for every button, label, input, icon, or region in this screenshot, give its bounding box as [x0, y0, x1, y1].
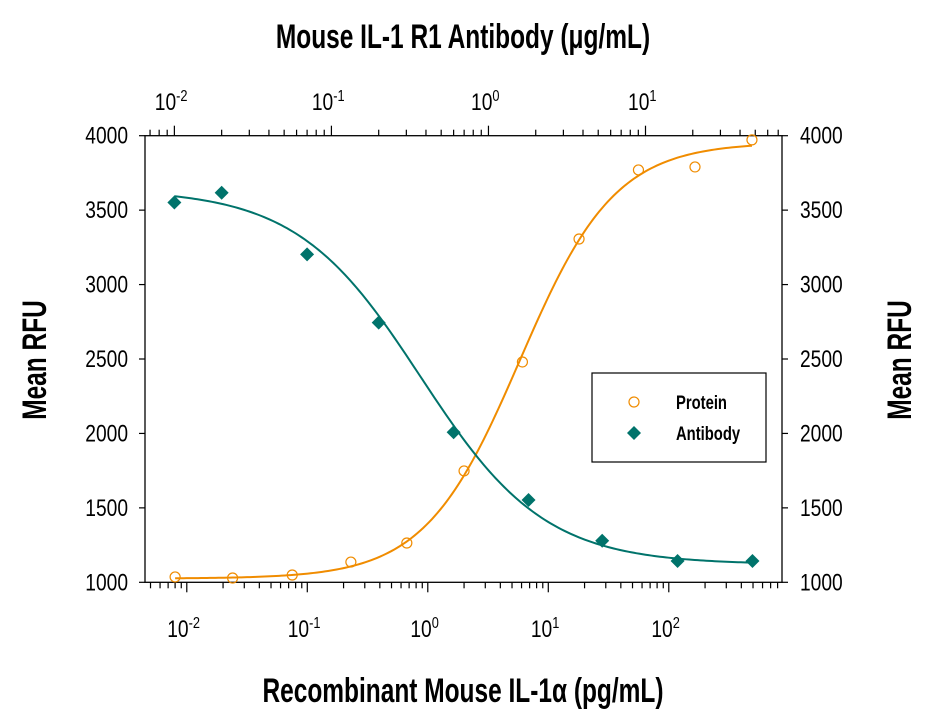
top-axis-tick-label: 101 [628, 88, 656, 116]
legend-box [591, 372, 767, 463]
right-axis-tick-label: 1500 [800, 494, 843, 522]
fit-curves [174, 144, 753, 580]
right-axis-tick-label: 2500 [800, 345, 843, 373]
plot-frame [144, 135, 783, 583]
protein-point [169, 571, 181, 583]
bottom-axis-tick-label: 101 [531, 615, 559, 643]
top-axis-title: Mouse IL-1 R1 Antibody (μg/mL) [276, 18, 650, 56]
antibody-point [446, 425, 461, 440]
antibody-point [595, 533, 610, 548]
left-axis-tick-label: 1000 [85, 568, 128, 596]
bottom-axis-title: Recombinant Mouse IL-1α (pg/mL) [262, 672, 663, 710]
left-axis-tick-label: 2500 [85, 345, 128, 373]
antibody-point [167, 195, 182, 210]
protein-point [345, 556, 357, 568]
right-axis-title: Mean RFU [881, 300, 919, 420]
left-axis-tick-label: 3000 [85, 270, 128, 298]
top-axis-tick-label: 10-1 [312, 88, 345, 116]
protein-point [689, 161, 701, 173]
protein-point [401, 537, 413, 549]
top-axis-tick-label: 100 [471, 88, 499, 116]
antibody-point [521, 492, 536, 507]
data-points [167, 134, 760, 584]
protein-point [573, 233, 585, 245]
legend-antibody-marker [627, 426, 641, 440]
right-axis-tick-label: 3500 [800, 196, 843, 224]
protein-point [516, 356, 529, 368]
bottom-axis-tick-label: 102 [651, 615, 679, 643]
legend-antibody-label: Antibody [676, 423, 741, 444]
legend-protein-marker [628, 396, 640, 408]
protein-point [632, 164, 645, 176]
antibody-point [745, 554, 760, 569]
protein-fit-curve [175, 144, 753, 580]
protein-point [746, 134, 758, 146]
protein-point [286, 569, 298, 581]
right-axis-tick-label: 3000 [800, 270, 843, 298]
axes: 10-2 10-1 100 101 102 10-2 10-1 100 101 1000 1500 2… [85, 88, 842, 643]
top-axis-tick-label: 10-2 [155, 88, 188, 116]
left-axis-tick-label: 1500 [85, 494, 128, 522]
bottom-axis-tick-label: 10-2 [167, 615, 200, 643]
right-axis-tick-label: 1000 [800, 568, 843, 596]
left-axis-tick-label: 2000 [85, 419, 128, 447]
legend-protein-label: Protein [676, 392, 727, 413]
left-axis-tick-label: 3500 [85, 196, 128, 224]
left-axis-tick-label: 4000 [85, 122, 128, 150]
right-axis-tick-label: 2000 [800, 419, 843, 447]
antibody-point [214, 185, 229, 200]
protein-point [458, 465, 470, 477]
bottom-axis-tick-label: 100 [410, 615, 438, 643]
antibody-point [670, 554, 685, 569]
antibody-point [371, 315, 386, 330]
bottom-axis-tick-label: 10-1 [288, 615, 321, 643]
antibody-point [300, 247, 315, 262]
left-axis-title: Mean RFU [16, 300, 54, 420]
right-axis-tick-label: 4000 [800, 122, 843, 150]
legend: Protein Antibody [591, 372, 767, 463]
protein-point [227, 572, 239, 584]
antibody-fit-curve [174, 195, 753, 564]
